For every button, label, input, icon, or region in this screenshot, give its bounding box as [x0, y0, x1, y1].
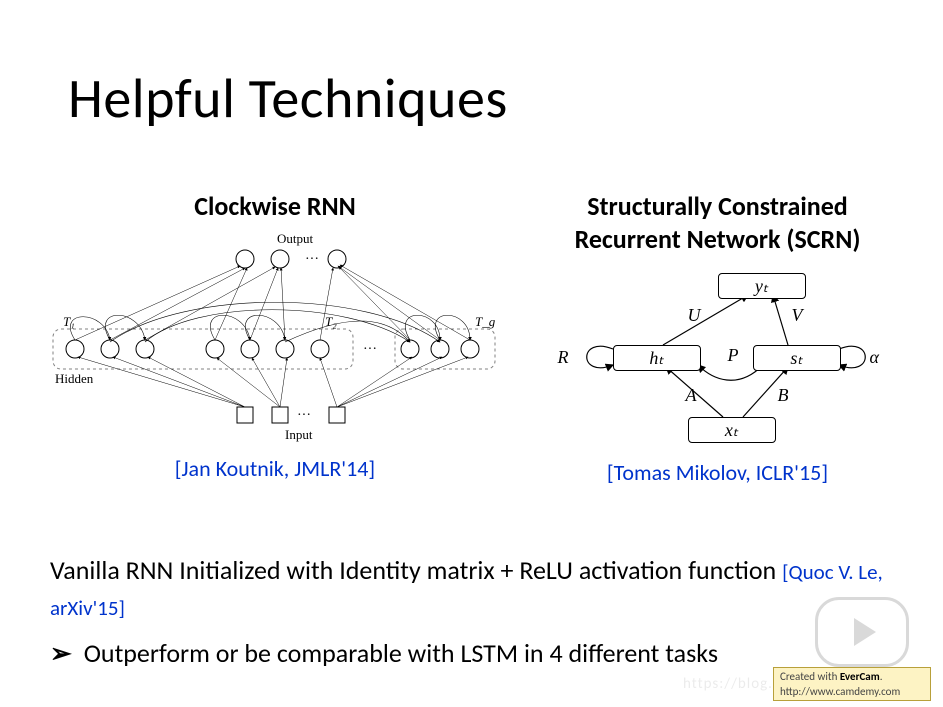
cw-input-label: Input: [285, 427, 312, 443]
cw-tg-label: T_g: [475, 314, 495, 330]
right-citation: [Tomas Mikolov, ICLR'15]: [520, 459, 915, 486]
scrn-label-A: A: [686, 385, 697, 406]
clockwise-rnn-svg: ··· ··· ···: [45, 229, 505, 449]
scrn-label-B: B: [778, 385, 789, 406]
vanilla-line: Vanilla RNN Initialized with Identity ma…: [50, 552, 900, 625]
bullet-arrow-icon: ➢: [50, 637, 72, 669]
right-subtitle: Structurally Constrained Recurrent Netwo…: [520, 190, 915, 255]
cw-t1-label: T₁: [63, 314, 75, 330]
evercam-line1a: Created with: [780, 670, 840, 683]
clockwise-rnn-diagram: ··· ··· ···: [45, 229, 505, 449]
bullet-text: Outperform or be comparable with LSTM in…: [84, 637, 718, 669]
scrn-label-R: R: [558, 347, 569, 368]
scrn-node-x: xₜ: [688, 417, 776, 443]
play-icon: [854, 618, 876, 646]
vanilla-text: Vanilla RNN Initialized with Identity ma…: [50, 554, 782, 586]
right-subtitle-line1: Structurally Constrained: [587, 190, 847, 222]
cw-output-label: Output: [277, 231, 313, 247]
svg-text:···: ···: [363, 342, 377, 357]
cw-hidden-label: Hidden: [55, 371, 93, 387]
left-column: Clockwise RNN ···: [40, 190, 510, 482]
right-subtitle-line2: Recurrent Network (SCRN): [575, 223, 861, 255]
evercam-brand: EverCam: [840, 670, 880, 683]
left-citation: [Jan Koutnik, JMLR'14]: [40, 455, 510, 482]
svg-text:···: ···: [305, 252, 319, 267]
page-title: Helpful Techniques: [68, 65, 508, 133]
bullet-row: ➢ Outperform or be comparable with LSTM …: [50, 637, 900, 669]
slide: Helpful Techniques Clockwise RNN ···: [0, 0, 943, 707]
scrn-label-V: V: [792, 305, 803, 326]
play-button[interactable]: [815, 597, 909, 667]
scrn-node-s: sₜ: [753, 345, 841, 371]
evercam-badge: Created with EverCam. http://www.camdemy…: [773, 667, 931, 701]
scrn-label-alpha: α: [870, 347, 879, 368]
right-column: Structurally Constrained Recurrent Netwo…: [520, 190, 915, 486]
scrn-label-P: P: [728, 345, 739, 366]
scrn-diagram: yₜ hₜ sₜ xₜ U V A B P R α: [548, 265, 888, 445]
scrn-node-h: hₜ: [613, 345, 701, 371]
evercam-url: http://www.camdemy.com: [780, 685, 900, 698]
evercam-line1c: .: [880, 670, 883, 683]
left-subtitle: Clockwise RNN: [40, 190, 510, 223]
cw-t2-label: T₂: [325, 314, 337, 330]
scrn-node-y: yₜ: [718, 273, 806, 299]
scrn-label-U: U: [688, 305, 701, 326]
svg-text:···: ···: [297, 408, 311, 423]
